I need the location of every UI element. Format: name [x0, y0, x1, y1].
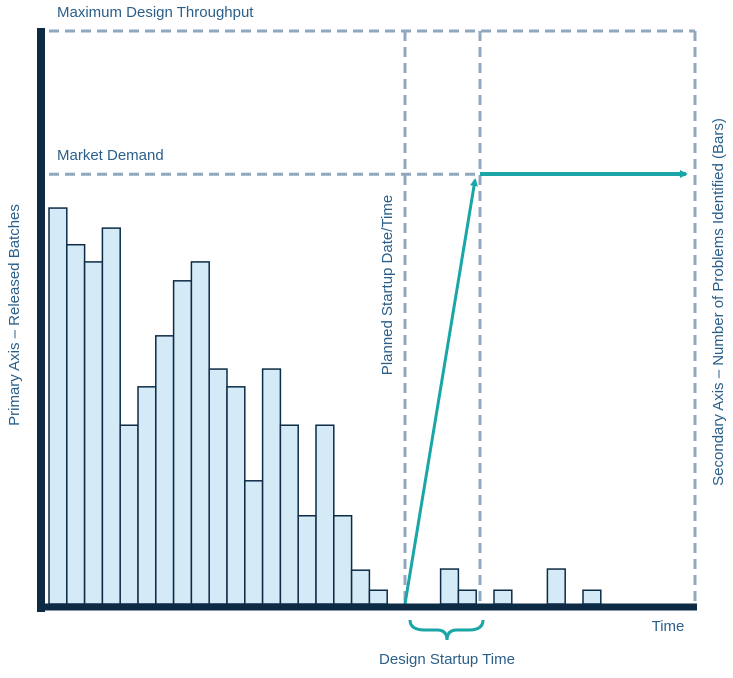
bar [172, 280, 193, 605]
y-axis-label: Primary Axis – Released Batches [6, 204, 23, 426]
y2-axis-label: Secondary Axis – Number of Problems Iden… [710, 118, 727, 486]
bar [261, 368, 282, 605]
annotation: Planned Startup Date/Time [379, 195, 396, 375]
bar [439, 568, 460, 605]
bar [315, 424, 335, 605]
bar [137, 386, 157, 605]
bar [333, 515, 353, 605]
reference-label: Maximum Design Throughput [57, 4, 254, 21]
bar [119, 424, 139, 605]
bar [350, 569, 371, 605]
bar [244, 480, 264, 605]
bar [48, 207, 68, 605]
bar [226, 386, 246, 605]
bar [279, 424, 299, 605]
brace [408, 619, 485, 641]
bar [297, 515, 317, 605]
ramp-arrow [403, 178, 478, 605]
reference-label: Market Demand [57, 147, 164, 164]
x-axis-label: Time [652, 618, 685, 635]
bar [155, 335, 175, 605]
bar [83, 261, 104, 605]
bar [208, 368, 228, 605]
bar [101, 227, 121, 605]
bar [582, 589, 602, 605]
bar [493, 589, 513, 605]
bar [66, 243, 86, 605]
bar [368, 589, 388, 605]
annotation: Design Startup Time [379, 651, 515, 668]
bar [546, 568, 566, 605]
bar [457, 589, 477, 605]
bar [190, 261, 210, 605]
